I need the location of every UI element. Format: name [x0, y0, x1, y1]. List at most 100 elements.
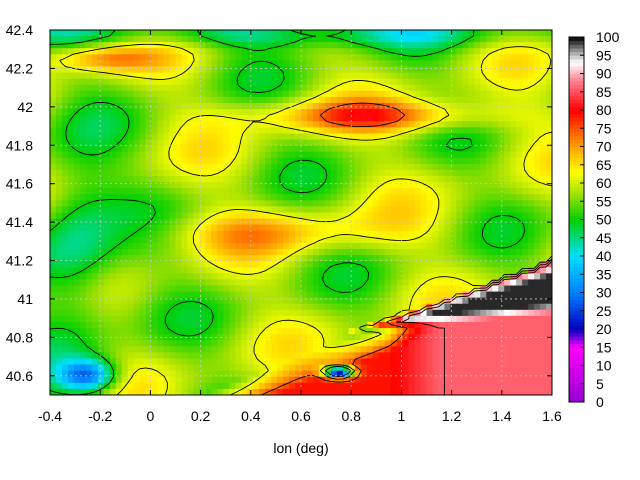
heat-cell: [426, 303, 434, 311]
heat-cell: [181, 334, 189, 341]
heat-cell: [181, 328, 189, 335]
heat-cell: [55, 352, 63, 360]
heat-cell: [163, 163, 171, 171]
heat-cell: [247, 285, 254, 293]
heat-cell: [396, 358, 404, 366]
heat-cell: [426, 145, 434, 153]
heat-cell: [217, 224, 224, 232]
heat-cell: [67, 382, 75, 390]
heat-cell: [426, 291, 434, 299]
heat-cell: [384, 84, 392, 92]
heat-cell: [540, 66, 547, 74]
heat-cell: [426, 176, 434, 183]
heat-cell: [306, 176, 314, 183]
heat-cell: [55, 388, 63, 395]
heat-cell: [61, 291, 69, 299]
heat-cell: [348, 267, 356, 274]
heat-cell: [109, 66, 117, 74]
heat-cell: [396, 145, 404, 153]
heat-cell: [450, 36, 457, 43]
heat-cell: [97, 96, 105, 104]
heat-cell: [73, 72, 81, 80]
heat-cell: [277, 182, 284, 189]
heat-cell: [540, 230, 547, 238]
heat-cell: [354, 36, 362, 43]
heat-cell: [265, 328, 272, 335]
heat-cell: [217, 358, 224, 366]
heat-cell: [295, 48, 302, 55]
heat-cell: [348, 340, 356, 347]
heat-cell: [295, 218, 302, 226]
heat-cell: [121, 376, 129, 384]
heat-cell: [91, 273, 99, 281]
heat-cell: [229, 309, 236, 317]
heat-cell: [205, 66, 212, 74]
heat-cell: [498, 139, 505, 147]
heat-cell: [265, 370, 272, 378]
heat-cell: [354, 66, 362, 74]
heat-cell: [480, 72, 487, 80]
heat-cell: [259, 139, 266, 147]
heat-cell: [301, 218, 308, 226]
heat-cell: [492, 309, 499, 317]
heat-cell: [169, 139, 177, 147]
heat-cell: [366, 188, 374, 195]
heat-cell: [271, 340, 278, 347]
heat-cell: [462, 133, 469, 141]
heat-cell: [474, 121, 481, 128]
heat-cell: [235, 42, 242, 49]
heat-cell: [384, 176, 392, 183]
heat-cell: [342, 169, 350, 177]
heat-cell: [528, 96, 535, 104]
heat-cell: [259, 376, 266, 384]
heat-cell: [61, 66, 69, 74]
heat-cell: [432, 285, 440, 293]
heat-cell: [223, 346, 230, 354]
heat-cell: [211, 188, 218, 195]
heat-cell: [205, 285, 212, 293]
heat-cell: [109, 176, 117, 183]
heat-cell: [456, 376, 463, 384]
heat-cell: [462, 212, 469, 220]
heat-cell: [372, 145, 380, 153]
heat-cell: [187, 230, 195, 238]
heat-cell: [348, 42, 356, 49]
heat-cell: [318, 303, 326, 311]
heat-cell: [157, 376, 165, 384]
heat-cell: [85, 364, 93, 372]
heat-cell: [157, 60, 165, 68]
heat-cell: [330, 309, 338, 317]
heat-cell: [109, 212, 117, 220]
heat-cell: [312, 60, 320, 68]
heat-cell: [498, 291, 505, 299]
heat-cell: [295, 78, 302, 86]
heat-cell: [175, 273, 183, 281]
heat-cell: [474, 334, 481, 341]
heat-cell: [516, 60, 523, 68]
heat-cell: [486, 78, 493, 86]
heat-cell: [289, 303, 296, 311]
heat-cell: [187, 109, 195, 116]
heat-cell: [283, 236, 290, 244]
heat-cell: [312, 358, 320, 366]
heat-cell: [73, 273, 81, 281]
heat-cell: [265, 303, 272, 311]
heat-cell: [432, 84, 440, 92]
heat-cell: [271, 115, 278, 122]
heat-cell: [241, 328, 248, 335]
heat-cell: [432, 273, 440, 281]
heat-cell: [474, 30, 481, 37]
heat-cell: [510, 255, 517, 262]
heat-cell: [187, 72, 195, 80]
heat-cell: [492, 297, 499, 305]
heat-cell: [223, 145, 230, 153]
heat-cell: [342, 176, 350, 183]
heat-cell: [151, 36, 159, 43]
heat-cell: [372, 358, 380, 366]
heat-cell: [438, 382, 446, 390]
heat-cell: [528, 163, 535, 171]
heat-cell: [295, 364, 302, 372]
heat-cell: [546, 139, 552, 147]
heat-cell: [115, 224, 123, 232]
heat-cell: [163, 291, 171, 299]
